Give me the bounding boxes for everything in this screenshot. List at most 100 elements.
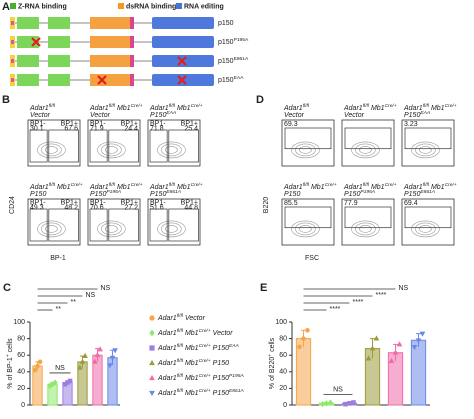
text-part: Cre/+ <box>191 103 203 109</box>
dsrbd <box>90 17 130 29</box>
text-part: + <box>6 354 11 357</box>
text-part: P150 <box>284 191 300 198</box>
data-point <box>320 401 325 408</box>
contour <box>415 222 436 236</box>
contour <box>45 146 58 154</box>
data-point <box>67 378 73 384</box>
text-part: Adar1 <box>403 184 423 191</box>
y-tick-label: 100 <box>275 319 287 326</box>
contour <box>291 220 320 238</box>
dsrbd <box>90 36 130 48</box>
construct-label: p150P195A <box>218 37 249 46</box>
text-part: p150 <box>218 39 234 46</box>
text-part: p150 <box>218 58 234 65</box>
text-part: P195A <box>106 189 121 195</box>
text-part: p150 <box>218 20 234 27</box>
z-domain <box>17 17 39 29</box>
plot-frame <box>341 119 395 167</box>
text-part: Cre/+ <box>131 182 143 188</box>
nls-pink <box>11 40 14 44</box>
gate-label: BP1+ <box>181 199 198 206</box>
legend-marker <box>149 315 155 321</box>
contour <box>45 225 58 233</box>
gate-value: 30.1 <box>30 125 44 132</box>
sig-label: **** <box>376 292 387 299</box>
contour <box>37 141 66 159</box>
data-point <box>369 345 376 351</box>
y-tick-label: 40 <box>279 369 287 376</box>
text-part: Adar1 <box>283 105 303 112</box>
y-tick-label: 0 <box>21 402 25 409</box>
sample-label: Vector <box>30 112 51 119</box>
text-part: fl/fl <box>423 103 430 109</box>
gate <box>29 129 48 163</box>
mutation <box>177 56 187 66</box>
gate-label: BP1+ <box>121 199 138 206</box>
data-point <box>107 363 113 369</box>
contour <box>351 141 380 159</box>
text-part: p150 <box>218 77 234 84</box>
text-part: P195A <box>360 189 375 195</box>
plot-frame <box>401 119 455 167</box>
gate-label: BP1- <box>150 120 166 127</box>
text-part: fl/fl <box>169 182 176 188</box>
text-part: P150 <box>404 112 420 119</box>
text-part: Mb1 <box>177 184 191 191</box>
text-part: Adar1 <box>149 184 169 191</box>
text-part: Mb1 <box>117 105 131 112</box>
text-part: Cre/+ <box>325 182 337 188</box>
legend-label: Z-RNA binding <box>18 3 67 10</box>
y-axis-label: % of BP-1+cells <box>6 338 14 389</box>
contour <box>157 220 186 238</box>
gate-label: BP1- <box>90 120 106 127</box>
contour <box>419 146 432 154</box>
sample-label: Adar1fl/fl <box>29 103 56 112</box>
text-part: fl/fl <box>177 343 184 349</box>
legend-label: Adar1fl/fl Mb1Cre/+ P150EAA <box>157 343 239 352</box>
sample-label: Adar1fl/fl <box>283 103 310 112</box>
text-part: Mb1 <box>57 184 71 191</box>
text-part: fl/fl <box>49 103 56 109</box>
gate-label: BP1+ <box>181 120 198 127</box>
text-part: Mb1 <box>185 330 199 337</box>
y-tick-label: 80 <box>17 335 25 342</box>
text-part: Adar1 <box>149 105 169 112</box>
text-part: Vector <box>213 330 234 337</box>
z-domain <box>48 74 70 86</box>
text-part: Adar1 <box>403 105 423 112</box>
text-part: Vector <box>284 112 305 119</box>
legend-label: Adar1fl/fl Mb1Cre/+ P150 <box>157 358 229 367</box>
gate-value: 48.2 <box>64 204 78 211</box>
nls-pink <box>130 74 134 86</box>
contour <box>411 220 440 238</box>
data-point <box>365 355 372 361</box>
gate <box>89 208 108 242</box>
sample-label: Adar1fl/fl Mb1Cre/+ <box>149 182 203 191</box>
nls-pink <box>11 78 14 82</box>
contour <box>165 225 178 233</box>
data-point <box>396 341 403 347</box>
data-point <box>373 335 380 341</box>
plot-frame <box>87 198 141 246</box>
legend-label: RNA editing <box>184 3 224 10</box>
panel-letter: E <box>260 282 267 294</box>
text-part: Mb1 <box>185 360 199 367</box>
gate <box>404 127 452 150</box>
data-point <box>328 399 333 406</box>
plot-frame <box>27 198 81 246</box>
sample-label: Adar1fl/fl Mb1Cre/+ <box>29 182 83 191</box>
text-part: fl/fl <box>177 373 184 379</box>
text-part: P150 <box>30 191 46 198</box>
text-part: Cre/+ <box>445 182 457 188</box>
contour <box>101 143 122 157</box>
nls-pink <box>11 21 14 25</box>
contour <box>299 146 312 154</box>
gate <box>404 206 452 229</box>
y-tick-label: 20 <box>279 385 287 392</box>
deaminase <box>152 17 214 29</box>
contour <box>415 143 436 157</box>
sample-label: Adar1fl/fl Mb1Cre/+ <box>403 103 457 112</box>
text-part: EAA <box>166 110 176 116</box>
gate <box>108 208 139 242</box>
contour <box>351 220 380 238</box>
